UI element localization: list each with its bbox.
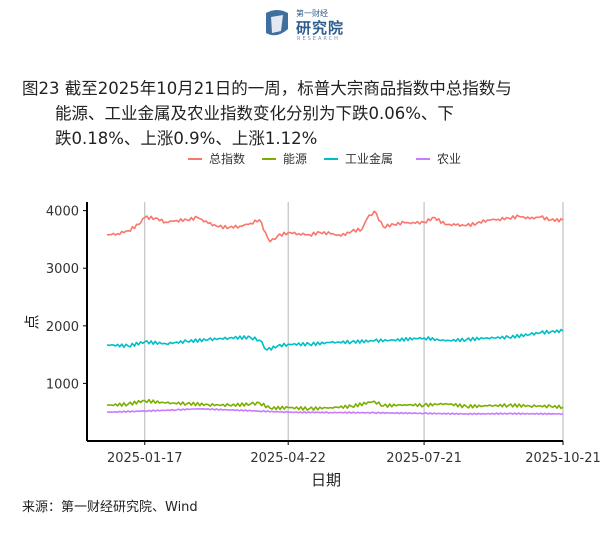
y-tick-label: 1000 xyxy=(46,377,79,392)
chart-legend: 总指数 能源 工业金属 农业 xyxy=(188,151,461,166)
x-axis-ticks: 2025-01-17 2025-04-22 2025-07-21 2025-10-21 xyxy=(107,441,601,466)
logo-top-text: 第一财经 xyxy=(296,9,328,18)
chart-series xyxy=(106,210,564,416)
series-line-3 xyxy=(106,407,564,416)
logo: 第一财经 研究院 RESEARCH xyxy=(262,5,354,45)
title-line-1: 图23 截至2025年10月21日的一周，标普大宗商品指数中总指数与 xyxy=(22,79,512,98)
x-tick-label: 2025-07-21 xyxy=(386,451,462,466)
y-tick-label: 2000 xyxy=(46,320,79,335)
x-tick-label: 2025-10-21 xyxy=(525,451,601,466)
legend-label: 农业 xyxy=(437,152,461,166)
y-tick-label: 4000 xyxy=(46,205,79,220)
x-tick-label: 2025-01-17 xyxy=(107,451,183,466)
legend-label: 工业金属 xyxy=(345,151,393,166)
legend-label: 能源 xyxy=(283,152,307,166)
chart-title: 图23 截至2025年10月21日的一周，标普大宗商品指数中总指数与 能源、工业… xyxy=(22,76,592,151)
logo-sub-text: RESEARCH xyxy=(297,36,340,42)
logo-mark-icon xyxy=(266,10,288,36)
y-tick-label: 3000 xyxy=(46,262,79,277)
y-axis-title: 点 xyxy=(23,314,41,329)
chart-axes xyxy=(86,202,563,442)
source-note: 来源：第一财经研究院、Wind xyxy=(22,500,198,515)
logo-main-text: 研究院 xyxy=(296,19,345,37)
title-line-2: 能源、工业金属及农业指数变化分别为下跌0.06%、下 xyxy=(55,104,454,123)
series-line-0 xyxy=(106,210,564,243)
x-tick-label: 2025-04-22 xyxy=(250,451,326,466)
y-axis-ticks: 1000 2000 3000 4000 xyxy=(46,205,87,392)
x-axis-title: 日期 xyxy=(311,471,341,489)
legend-label: 总指数 xyxy=(209,151,245,166)
series-line-2 xyxy=(106,328,564,351)
series-line-1 xyxy=(106,398,564,411)
title-line-3: 跌0.18%、上涨0.9%、上涨1.12% xyxy=(55,129,318,148)
